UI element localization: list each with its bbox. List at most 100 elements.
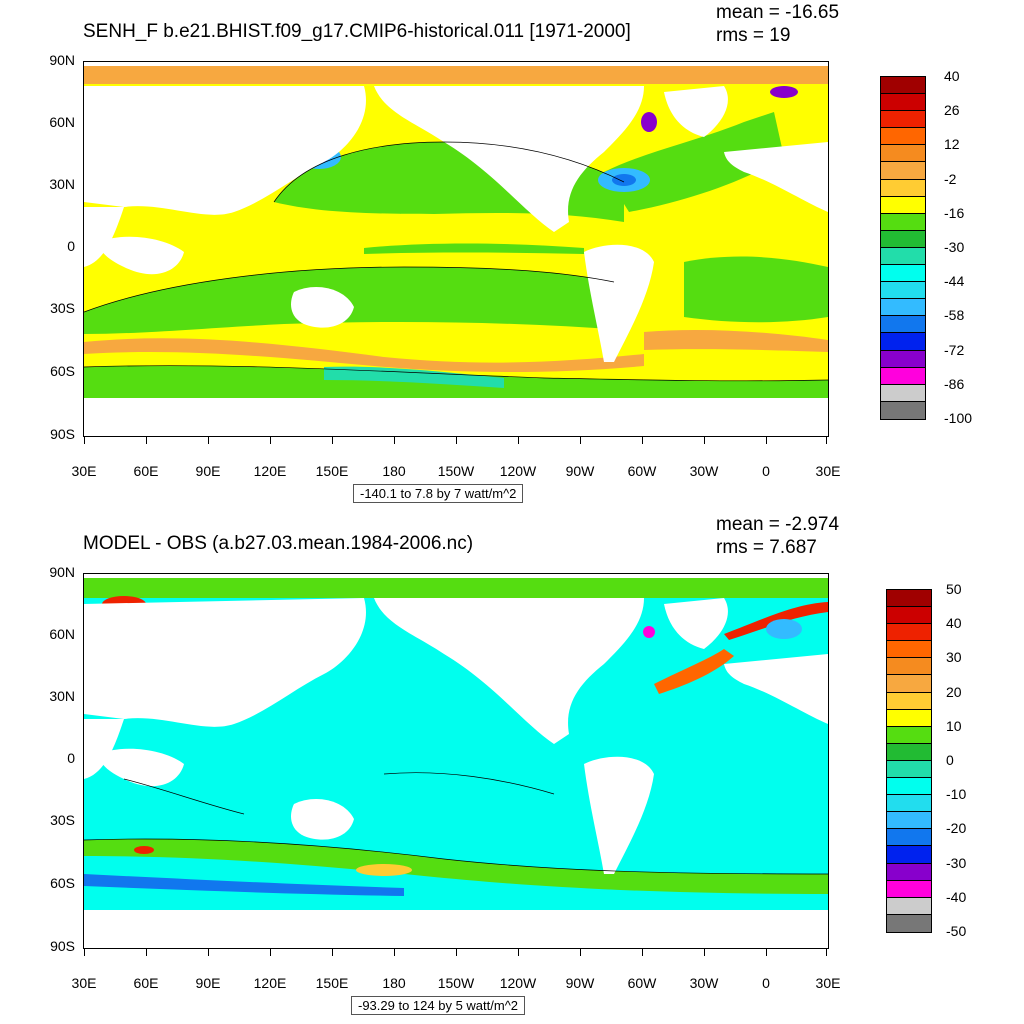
lon-label: 60W: [627, 975, 657, 991]
colorbar-label: -30: [944, 239, 965, 255]
x-tick: [580, 436, 581, 444]
contour-range-label: -93.29 to 124 by 5 watt/m^2: [351, 996, 526, 1015]
lat-label: 0: [67, 238, 75, 254]
lat-label: 60N: [49, 626, 75, 642]
x-tick: [826, 436, 827, 444]
x-tick: [270, 436, 271, 444]
x-tick: [84, 948, 85, 956]
africa-land-west: [84, 719, 124, 779]
lon-label: 150E: [315, 463, 349, 479]
colorbar-swatch: [881, 282, 925, 300]
x-tick: [332, 948, 333, 956]
colorbar-swatch: [881, 367, 925, 385]
gulf-stream-core: [612, 174, 636, 186]
lon-label: 90W: [565, 463, 595, 479]
africa-land: [99, 748, 184, 787]
colorbar-swatch: [881, 333, 925, 351]
lon-label: 120W: [499, 463, 537, 479]
contour-range-label: -140.1 to 7.8 by 7 watt/m^2: [353, 484, 524, 503]
colorbar-swatch: [881, 145, 925, 163]
rms-stat: rms = 7.687: [716, 537, 817, 558]
mean-stat: mean = -16.65: [716, 2, 840, 23]
colorbar-swatch: [887, 624, 931, 642]
lat-label: 90S: [50, 938, 75, 954]
southern-ocean-cool: [84, 874, 404, 896]
lon-label: 30W: [689, 463, 719, 479]
lon-label: 60W: [627, 463, 657, 479]
colorbar-label: -30: [946, 854, 967, 871]
lon-label: 150E: [315, 975, 349, 991]
colorbar-label: 12: [944, 136, 960, 153]
colorbar-label: 0: [946, 752, 954, 768]
colorbar-swatch: [887, 812, 931, 830]
colorbar-swatch: [881, 94, 925, 112]
colorbar-swatch: [887, 709, 931, 727]
north-atlantic-band: [604, 112, 784, 212]
south-atlantic-band: [684, 256, 828, 323]
colorbar-swatch: [881, 162, 925, 180]
gulf-stream-anomaly: [654, 649, 734, 694]
colorbar-swatch: [887, 726, 931, 744]
difference-map: [84, 578, 828, 948]
lat-label: 30S: [50, 812, 75, 828]
colorbar-label: -40: [946, 888, 967, 905]
x-tick: [270, 948, 271, 956]
x-tick: [84, 436, 85, 444]
x-tick: [704, 948, 705, 956]
lon-label: 30E: [71, 463, 97, 479]
lon-label: 180: [382, 463, 406, 479]
colorbar-label: -86: [944, 375, 965, 392]
x-tick: [146, 436, 147, 444]
lon-label: 180: [382, 975, 406, 991]
map-plot-area: [83, 61, 829, 437]
southern-ocean-anomaly: [134, 846, 154, 854]
contour-line: [84, 838, 828, 875]
field-map: [84, 66, 828, 436]
lat-label: 0: [67, 750, 75, 766]
lat-label: 30N: [49, 688, 75, 704]
lon-label: 90E: [195, 975, 221, 991]
europe-land: [724, 142, 828, 212]
australia-land: [291, 799, 354, 840]
contour-line: [84, 365, 828, 382]
map-plot-area: [83, 573, 829, 949]
lon-label: 30E: [815, 463, 841, 479]
colorbar-label: 40: [944, 68, 960, 84]
colorbar-swatch: [881, 77, 925, 95]
lon-label: 0: [762, 975, 770, 991]
lon-label: 150W: [437, 975, 475, 991]
colorbar-swatch: [887, 590, 931, 608]
lat-label: 60N: [49, 114, 75, 130]
colorbar-label: -50: [946, 923, 967, 939]
mean-stat: mean = -2.974: [716, 514, 840, 535]
senh-f-map-panel: SENH_F b.e21.BHIST.f09_g17.CMIP6-histori…: [49, 2, 972, 503]
colorbar-label: 40: [946, 615, 962, 632]
x-tick: [394, 948, 395, 956]
lat-label: 30S: [50, 300, 75, 316]
lat-label: 60S: [50, 875, 75, 891]
x-tick: [766, 948, 767, 956]
lon-label: 90W: [565, 975, 595, 991]
x-tick: [642, 948, 643, 956]
lat-label: 30N: [49, 176, 75, 192]
colorbar-label: -44: [944, 273, 965, 290]
colorbar-swatch: [887, 846, 931, 864]
arctic-band: [84, 578, 828, 598]
southern-ocean-streak: [644, 329, 828, 352]
colorbar-label: 50: [946, 581, 962, 597]
x-tick: [394, 436, 395, 444]
southern-ocean-band: [84, 838, 828, 894]
colorbar-label: -2: [944, 170, 957, 187]
x-tick: [766, 436, 767, 444]
colorbar-swatch: [881, 213, 925, 231]
colorbar-label: -10: [946, 786, 967, 803]
colorbar-swatch: [887, 658, 931, 676]
colorbar-swatch: [881, 230, 925, 248]
x-tick: [580, 948, 581, 956]
colorbar-label: -20: [946, 820, 967, 837]
x-tick: [208, 436, 209, 444]
rms-stat: rms = 19: [716, 25, 791, 46]
colorbar-swatch: [887, 880, 931, 898]
x-tick: [642, 436, 643, 444]
greenland-land: [664, 598, 728, 649]
